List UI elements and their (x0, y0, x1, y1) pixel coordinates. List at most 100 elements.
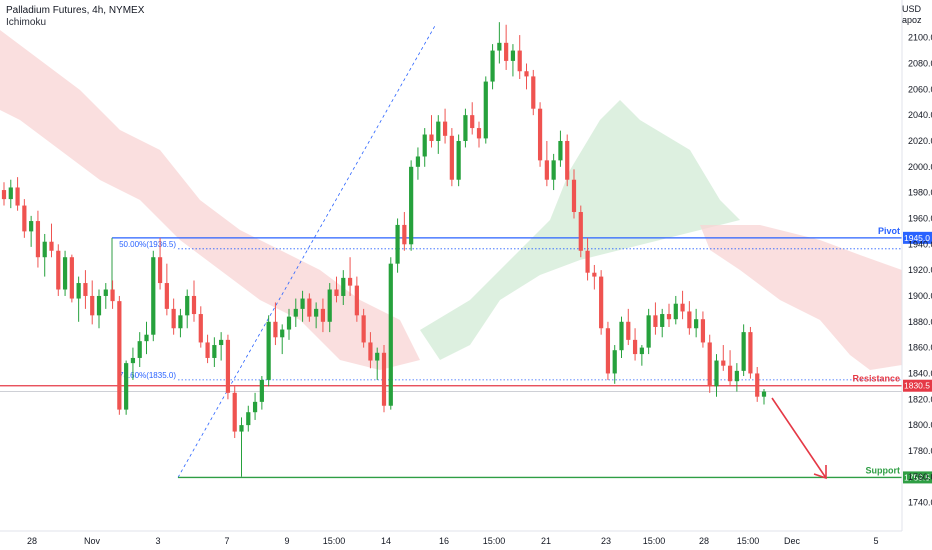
candle-body (626, 321, 631, 340)
candle (29, 215, 34, 247)
candle (721, 345, 726, 371)
candle-body (504, 42, 509, 61)
time-tick-label: 15:00 (323, 536, 346, 546)
price-tick-label: 1760.0 (908, 472, 932, 482)
pivot-label: Pivot (878, 226, 900, 236)
candle (483, 76, 488, 144)
candle-body (402, 224, 407, 245)
candle-body (619, 321, 624, 351)
candle (646, 308, 651, 355)
candle (714, 354, 719, 397)
candle-body (354, 285, 359, 316)
candle (626, 308, 631, 346)
candle-body (565, 140, 570, 180)
candle (280, 324, 285, 355)
candle-body (497, 42, 502, 51)
candle-body (592, 272, 597, 277)
candle-body (15, 187, 20, 206)
candle (8, 179, 13, 209)
candle (660, 308, 665, 338)
candle (239, 417, 244, 477)
candle-body (212, 345, 217, 358)
candle (402, 212, 407, 251)
candle (680, 290, 685, 320)
candle-body (293, 308, 298, 317)
candle-body (700, 319, 706, 343)
candle-body (653, 315, 658, 327)
candle (409, 160, 414, 251)
candle (151, 250, 156, 342)
resistance-price-tag[interactable] (903, 379, 932, 392)
currency-label: USD (902, 4, 922, 14)
arrow-head (813, 465, 827, 480)
candle (388, 257, 393, 410)
candle-body (96, 295, 102, 316)
chart-title: Palladium Futures, 4h, NYMEX (6, 5, 145, 16)
candle (707, 334, 712, 393)
candle-body (225, 339, 231, 393)
candle-body (490, 50, 495, 82)
candlestick-series (1, 22, 767, 477)
candle-body (22, 205, 27, 232)
candle (212, 337, 217, 367)
candle-body (599, 276, 604, 329)
price-tick-label: 1940.0 (908, 239, 932, 249)
time-tick-label: 28 (27, 536, 37, 546)
candle (470, 102, 475, 135)
candle-body (660, 314, 665, 327)
candle-body (755, 373, 760, 397)
candle (687, 301, 692, 335)
candle (551, 153, 556, 191)
price-tick-label: 2080.0 (908, 58, 932, 68)
candle (42, 233, 47, 277)
candle-body (558, 140, 563, 161)
pivot-price-tag[interactable] (903, 231, 932, 244)
candle-body (612, 350, 617, 374)
candle-body (571, 179, 577, 213)
candle-body (185, 295, 190, 316)
price-axis-header[interactable]: USD apoz (902, 4, 924, 26)
candle (456, 134, 461, 187)
candle (137, 332, 142, 367)
support-price-tag[interactable] (903, 471, 932, 484)
candle-body (741, 332, 746, 371)
candle (178, 308, 183, 338)
candle (375, 347, 380, 380)
candle-body (388, 263, 393, 406)
candle-body (524, 71, 529, 77)
time-tick-label: 5 (873, 536, 878, 546)
candle (361, 308, 366, 348)
candle (83, 270, 88, 309)
candle (463, 108, 468, 148)
price-tick-label: 1780.0 (908, 446, 932, 456)
candle-body (42, 241, 47, 258)
candle (110, 280, 115, 309)
scale-mode-label: apoz (902, 15, 922, 25)
candle (599, 270, 604, 335)
candle (666, 303, 672, 327)
candle (558, 130, 563, 167)
time-tick-label: 15:00 (737, 536, 760, 546)
time-tick-label: 15:00 (483, 536, 506, 546)
candle-body (734, 370, 739, 382)
candle-body (286, 316, 292, 330)
candle-body (341, 277, 346, 296)
fib-level-label: 50.00%(1936.5) (119, 240, 176, 249)
time-tick-label: 16 (439, 536, 449, 546)
candle (191, 280, 197, 322)
forecast-arrow (771, 397, 827, 480)
candle (22, 199, 27, 238)
candle-body (578, 212, 583, 251)
candle (571, 169, 577, 219)
candle-body (510, 50, 516, 61)
candle (185, 289, 190, 329)
fib-level-label: 78.60%(1835.0) (119, 371, 176, 380)
candle (266, 315, 271, 387)
support-label: Support (866, 465, 901, 475)
candle (15, 177, 20, 211)
candle-body (8, 187, 13, 200)
candle-body (327, 289, 332, 322)
candle-body (191, 295, 197, 315)
